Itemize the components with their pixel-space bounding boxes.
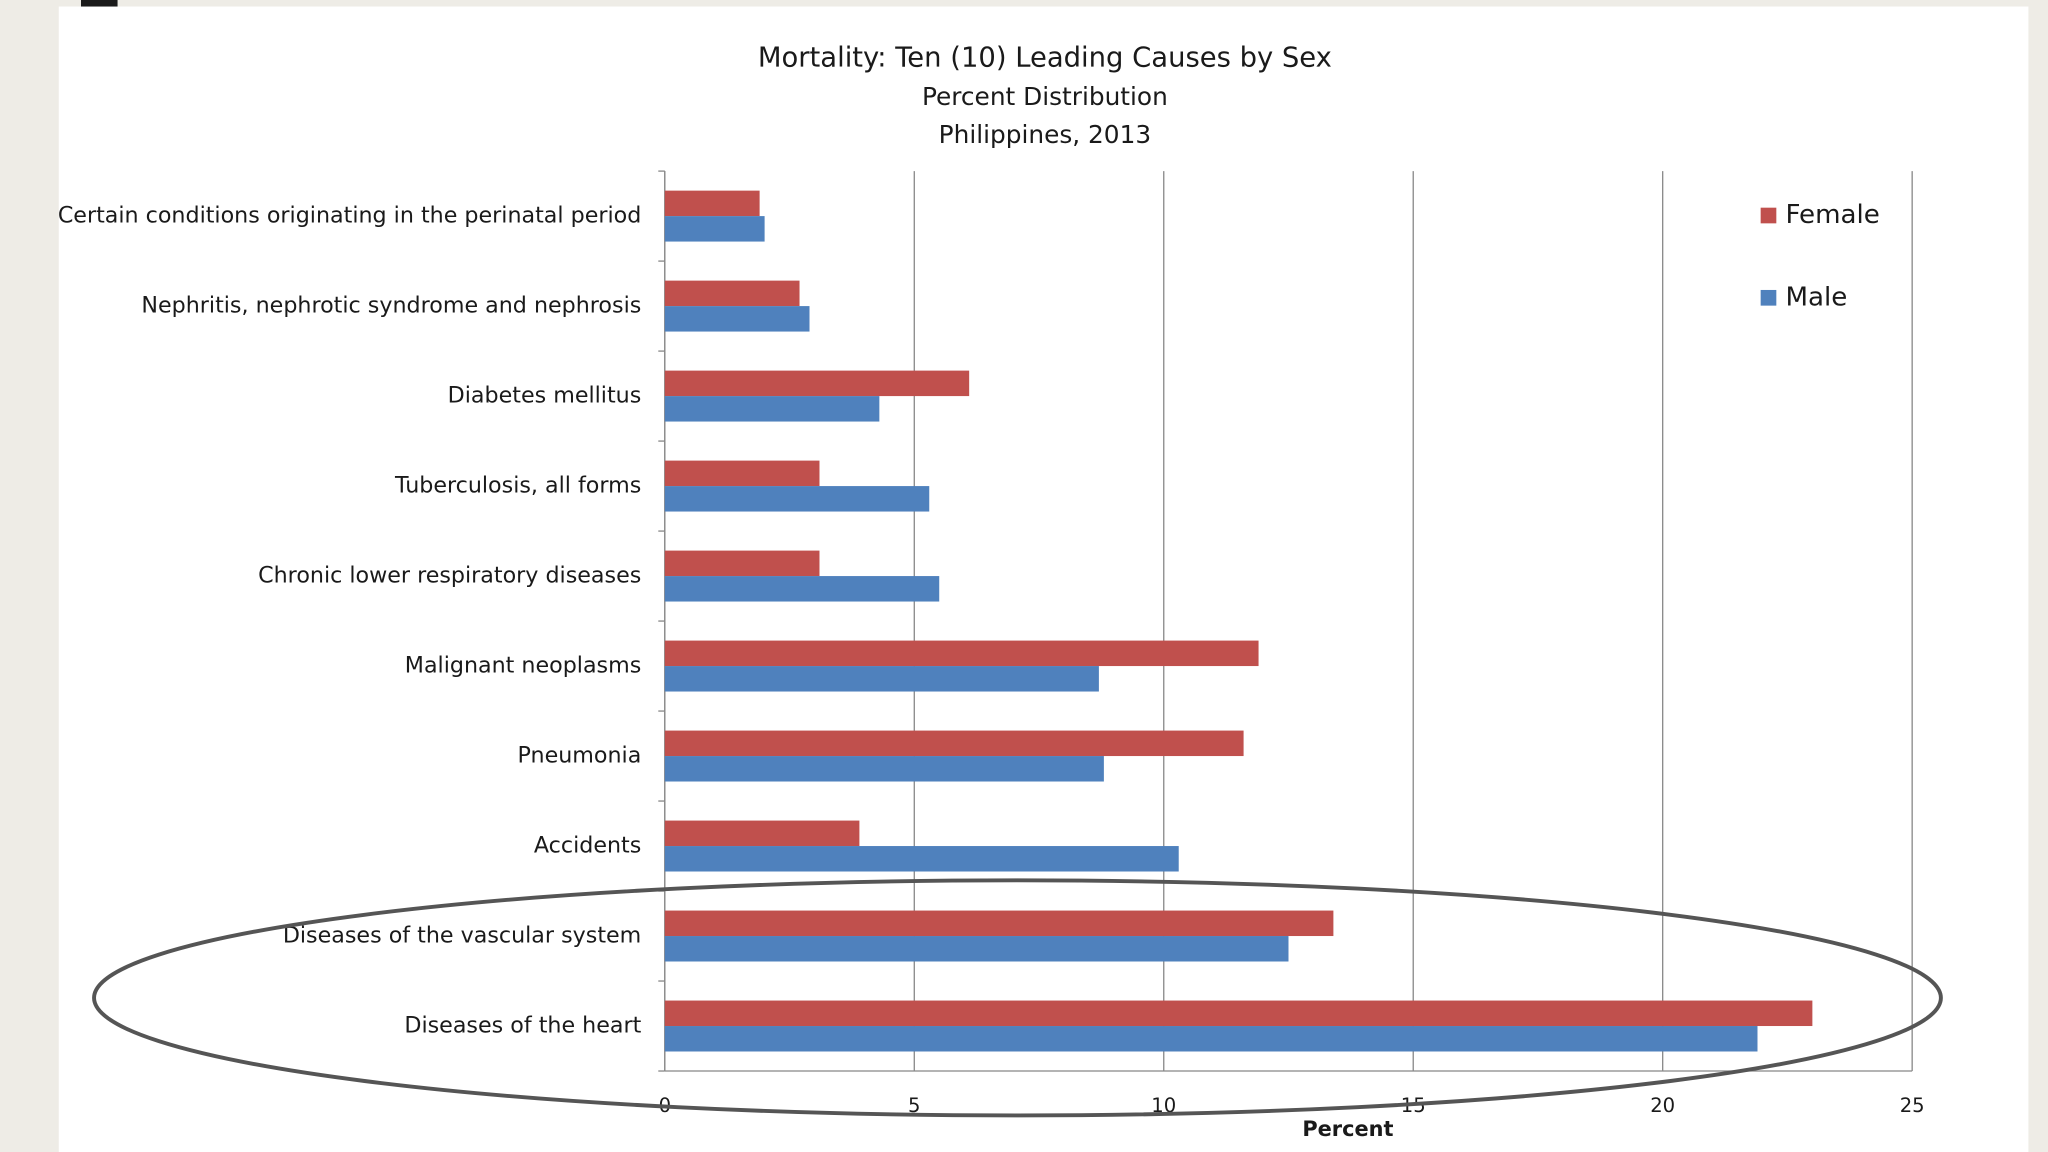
bar xyxy=(664,280,800,307)
bar xyxy=(664,756,1104,782)
x-tick-label: 5 xyxy=(908,1094,920,1117)
y-tick-label: Diseases of the vascular system xyxy=(283,923,641,949)
bar xyxy=(664,730,1244,757)
chart-subtitle: Philippines, 2013 xyxy=(939,120,1151,149)
legend-label: Female xyxy=(1785,200,1879,230)
highlight-ellipse xyxy=(92,878,1943,1118)
legend-label: Male xyxy=(1785,282,1847,312)
y-tick-label: Chronic lower respiratory diseases xyxy=(258,563,641,589)
x-tick-label: 10 xyxy=(1151,1094,1176,1117)
bar xyxy=(664,370,970,397)
bar xyxy=(664,576,940,602)
bar xyxy=(664,1000,1813,1027)
bar xyxy=(664,666,1099,692)
chart-title: Mortality: Ten (10) Leading Causes by Se… xyxy=(758,42,1332,73)
bar xyxy=(664,640,1259,667)
bar xyxy=(664,486,930,512)
bar xyxy=(664,216,765,242)
x-axis-label: Percent xyxy=(1302,1117,1393,1141)
y-tick-label: Tuberculosis, all forms xyxy=(394,473,641,499)
bar xyxy=(664,460,820,487)
y-tick-label: Diseases of the heart xyxy=(404,1013,641,1039)
bar xyxy=(664,820,860,847)
y-tick-label: Nephritis, nephrotic syndrome and nephro… xyxy=(141,293,641,319)
bar xyxy=(664,396,880,422)
legend-swatch xyxy=(1760,289,1777,306)
bar xyxy=(664,306,810,332)
x-tick-label: 25 xyxy=(1900,1094,1925,1117)
chart-subtitle: Percent Distribution xyxy=(922,82,1168,111)
bar xyxy=(664,846,1179,872)
y-tick-label: Diabetes mellitus xyxy=(448,383,642,409)
y-tick-label: Malignant neoplasms xyxy=(405,653,642,679)
y-tick-label: Certain conditions originating in the pe… xyxy=(58,203,641,229)
bar xyxy=(664,1026,1758,1052)
bar xyxy=(664,190,760,217)
y-tick-label: Accidents xyxy=(534,833,641,859)
bar xyxy=(664,550,820,577)
bar xyxy=(664,910,1334,937)
y-tick-label: Pneumonia xyxy=(518,743,642,769)
bar xyxy=(664,936,1289,962)
x-tick-label: 20 xyxy=(1650,1094,1675,1117)
legend-swatch xyxy=(1760,207,1777,224)
corner-mark xyxy=(80,0,118,7)
